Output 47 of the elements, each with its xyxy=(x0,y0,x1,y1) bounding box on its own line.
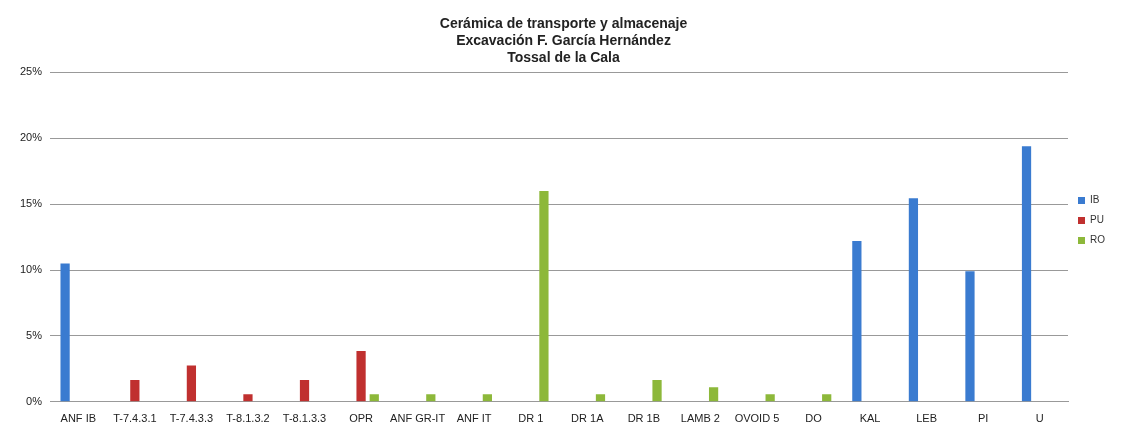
y-tick-label: 20% xyxy=(19,131,43,144)
y-tick-label: 25% xyxy=(19,65,43,78)
x-tick-label: PI xyxy=(977,412,989,425)
legend-label: IB xyxy=(1090,194,1100,206)
x-tick-label: T-7.4.3.3 xyxy=(169,412,214,425)
bar xyxy=(595,394,606,402)
bar xyxy=(1021,146,1032,402)
x-tick-label: ANF IT xyxy=(456,412,492,425)
bar xyxy=(243,394,253,402)
bar xyxy=(908,198,919,402)
bar xyxy=(60,263,70,402)
x-tick-label: KAL xyxy=(859,412,881,425)
x-tick-label: LEB xyxy=(916,412,938,425)
bar xyxy=(539,190,549,402)
x-tick-label: DR 1A xyxy=(571,412,605,425)
bar xyxy=(765,394,775,402)
bar xyxy=(708,387,719,402)
bar xyxy=(356,350,366,402)
bar xyxy=(652,380,662,402)
x-tick-label: ANF GR-IT xyxy=(390,412,446,425)
bar xyxy=(369,394,379,402)
x-tick-label: DR 1B xyxy=(627,412,661,425)
bar xyxy=(852,241,862,402)
chart-title: Cerámica de transporte y almacenaje Excavación F. García Hernández Tossal de la Cala xyxy=(439,15,688,65)
x-tick-label: T-8.1.3.3 xyxy=(282,412,327,425)
y-tick-label: 0% xyxy=(26,394,43,407)
y-tick-label: 5% xyxy=(26,328,43,341)
y-tick-label: 15% xyxy=(19,197,43,210)
bar xyxy=(299,380,310,402)
legend-label: RO xyxy=(1090,234,1106,246)
bar xyxy=(822,394,832,402)
x-tick-label: OVOID 5 xyxy=(734,412,780,425)
bar xyxy=(130,380,140,402)
x-tick-label: U xyxy=(1035,412,1044,425)
y-tick-label: 10% xyxy=(19,263,43,276)
x-tick-label: OPR xyxy=(349,412,374,425)
bar xyxy=(482,394,492,402)
bar xyxy=(965,271,975,402)
x-tick-label: T-7.4.3.1 xyxy=(113,412,157,425)
x-tick-label: DR 1 xyxy=(518,412,544,425)
bar xyxy=(186,365,197,402)
x-tick-label: T-8.1.3.2 xyxy=(226,412,270,425)
legend-label: PU xyxy=(1090,214,1104,226)
x-tick-label: LAMB 2 xyxy=(680,412,720,425)
x-tick-label: ANF IB xyxy=(60,412,97,425)
bar xyxy=(426,394,436,402)
x-tick-label: DO xyxy=(805,412,823,425)
